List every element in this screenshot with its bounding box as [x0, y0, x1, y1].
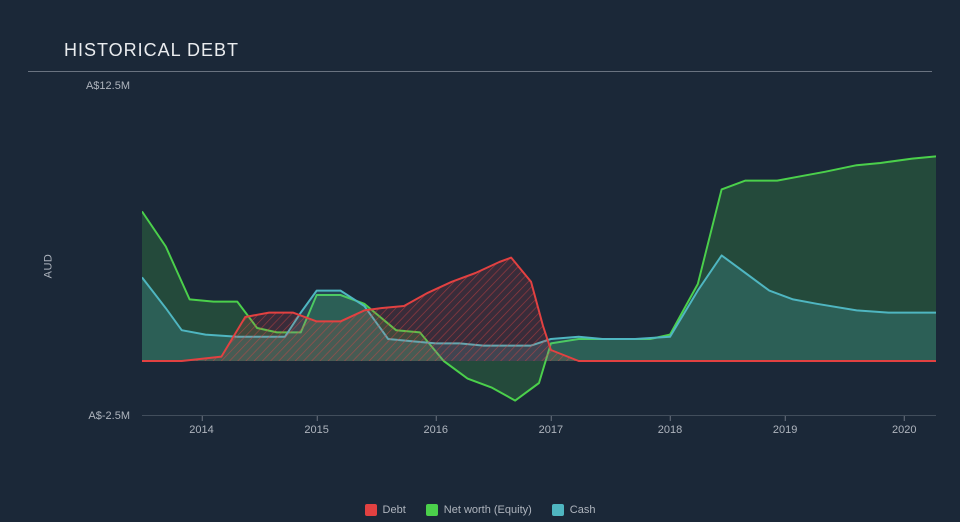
legend-swatch: [552, 504, 564, 516]
y-tick-label: A$12.5M: [86, 80, 130, 92]
x-tick-label: 2017: [539, 416, 563, 436]
x-tick-label: 2014: [189, 416, 213, 436]
y-tick-label: A$-2.5M: [88, 410, 130, 422]
chart-area: AUD 2014201520162017201820192020 A$12.5M…: [84, 76, 936, 456]
x-tick-label: 2016: [424, 416, 448, 436]
legend-swatch: [426, 504, 438, 516]
x-tick-label: 2018: [658, 416, 682, 436]
y-axis-title: AUD: [42, 254, 54, 279]
area-net-worth-equity-: [142, 156, 936, 400]
plot-region: 2014201520162017201820192020: [142, 86, 936, 416]
legend-item: Cash: [552, 504, 596, 516]
legend-swatch: [365, 504, 377, 516]
x-tick-label: 2015: [304, 416, 328, 436]
chart-container: HISTORICAL DEBT AUD 20142015201620172018…: [0, 0, 960, 522]
x-tick-label: 2019: [773, 416, 797, 436]
x-tick-label: 2020: [892, 416, 916, 436]
legend-label: Net worth (Equity): [444, 504, 532, 516]
legend-item: Net worth (Equity): [426, 504, 532, 516]
legend-label: Debt: [383, 504, 406, 516]
chart-title: HISTORICAL DEBT: [28, 40, 932, 72]
legend: Debt Net worth (Equity) Cash: [24, 504, 936, 516]
legend-item: Debt: [365, 504, 406, 516]
legend-label: Cash: [570, 504, 596, 516]
